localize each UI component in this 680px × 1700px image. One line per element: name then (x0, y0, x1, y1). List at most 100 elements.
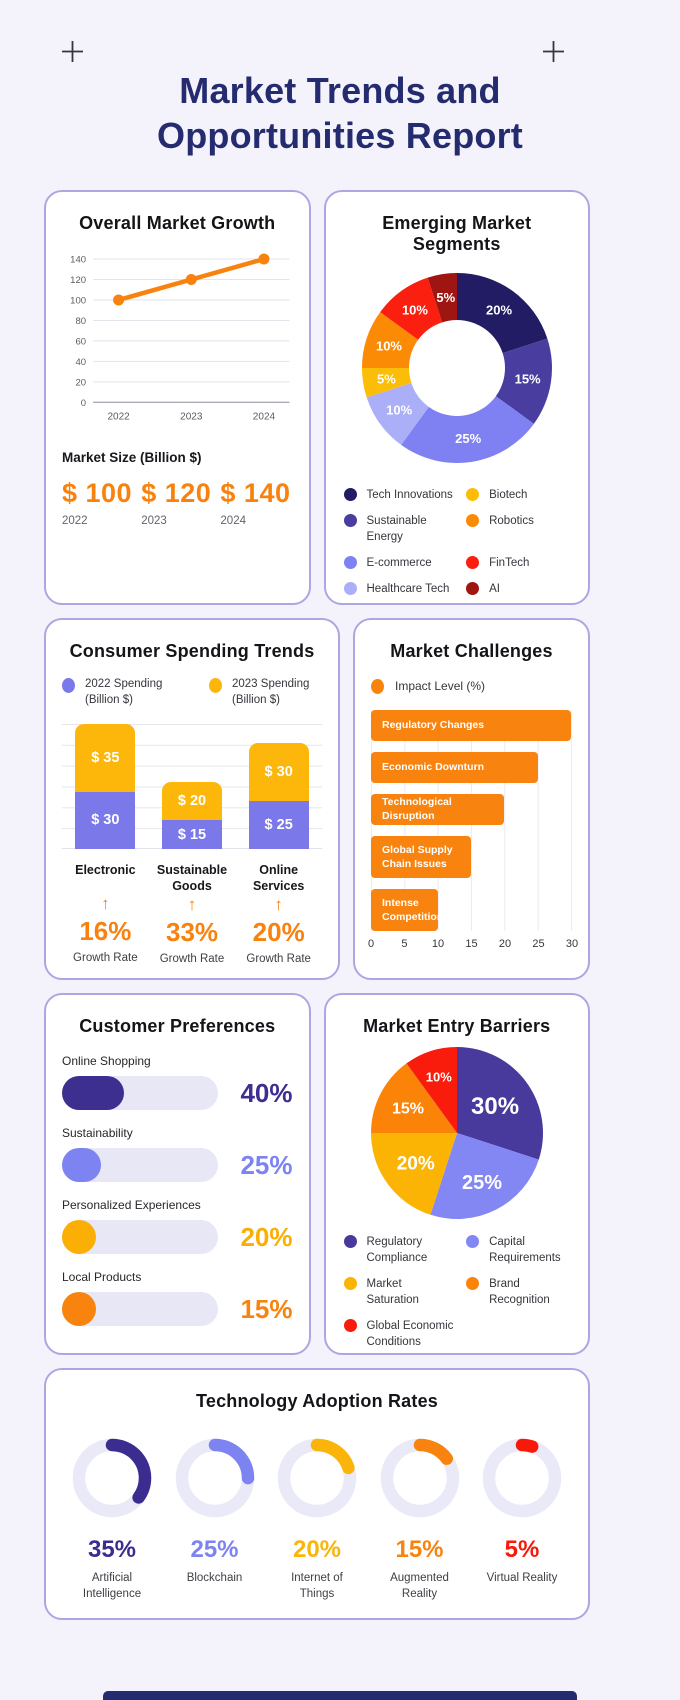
market-size-value: $ 140 (220, 478, 291, 509)
gauge-ring-chart (277, 1438, 357, 1518)
legend-dot (466, 1277, 480, 1291)
challenge-bar: Economic Downturn (371, 751, 538, 783)
segments-donut-chart: 20% 15% 25% 10% 5% 10% 10% 5% (361, 273, 552, 463)
preference-track (62, 1292, 218, 1326)
plus-decoration-left (62, 41, 83, 62)
preference-item: Local Products 15% (62, 1270, 293, 1326)
spending-category-label: Online Services (252, 863, 305, 894)
gauge-label: Internet of Things (291, 1572, 343, 1600)
spending-bar-2022: $ 15 (162, 820, 222, 850)
segments-legend: Tech Innovations Sustainable Energy E-comm… (342, 487, 573, 597)
preference-item: Sustainability 25% (62, 1126, 293, 1182)
pie-slice-0 (456, 1047, 543, 1160)
barriers-legend-item: Regulatory Compliance (343, 1234, 467, 1266)
gauge-label: Blockchain (186, 1572, 243, 1584)
adoption-gauge: 20% Internet of Things (269, 1432, 365, 1602)
preference-fill (62, 1076, 125, 1110)
challenge-bar: Global Supply Chain Issues (371, 835, 471, 878)
challenges-panel-title: Market Challenges (390, 641, 553, 661)
growth-rate-caption: Growth Rate (73, 952, 138, 965)
market-size-year: 2024 (220, 515, 246, 528)
svg-text:0: 0 (81, 398, 86, 409)
segments-legend-item: E-commerce (343, 555, 467, 571)
spending-legend-item: 2023 Spending (Billion $) (209, 676, 322, 708)
spending-bar-2023: $ 30 (248, 743, 309, 802)
preference-percent: 25% (240, 1149, 293, 1180)
svg-text:20%: 20% (486, 303, 512, 318)
donut-segment-4 (361, 368, 412, 398)
spending-legend: 2022 Spending (Billion $) 2023 Spending (… (62, 676, 322, 708)
preference-fill (62, 1292, 96, 1326)
spending-columns: $ 35 $ 30 Electronic ↑ 16% Growth Rate $ 20 $ 1… (62, 724, 322, 965)
spending-column: $ 20 $ 15 Sustainable Goods ↑ 33% Growth Rate (149, 724, 236, 965)
panel-emerging-market-segments: Emerging Market Segments 20% 15% 25% 10% 5% 1… (323, 190, 590, 605)
gauge-label: Augmented Reality (390, 1572, 449, 1600)
barriers-legend-item: Capital Requirements (466, 1234, 570, 1266)
barriers-legend-item: Global Economic Conditions (343, 1318, 467, 1350)
challenge-bar: Intense Competition (371, 888, 443, 931)
legend-label: Sustainable Energy (366, 515, 427, 544)
challenges-axis-tick: 25 (532, 937, 545, 950)
svg-text:60: 60 (75, 336, 86, 347)
preferences-list: Online Shopping 40% Sustainability 25% Perso… (62, 1054, 293, 1326)
challenge-bar-label: Regulatory Changes (382, 719, 485, 732)
svg-text:5%: 5% (377, 372, 396, 387)
market-size-item: $ 120 2023 (141, 478, 211, 527)
spending-column: $ 35 $ 30 Electronic ↑ 16% Growth Rate (62, 724, 149, 965)
svg-text:25%: 25% (455, 431, 481, 446)
spending-bar-stack: $ 20 $ 15 (162, 724, 222, 850)
page-title-line2: Opportunities Report (157, 115, 523, 157)
adoption-gauges: 35% Artificial Intelligence 25% Blockchain 2… (62, 1432, 572, 1602)
legend-dot (466, 1235, 480, 1248)
challenges-axis-tick: 0 (367, 937, 375, 950)
svg-text:2022: 2022 (107, 411, 130, 422)
preference-label: Sustainability (62, 1126, 133, 1140)
challenge-bar: Technological Disruption (371, 793, 505, 825)
svg-text:80: 80 (75, 316, 86, 327)
svg-text:15%: 15% (392, 1101, 424, 1118)
pie-slice-3 (370, 1063, 457, 1133)
challenge-bar-label: Technological Disruption (382, 796, 452, 823)
preference-percent: 40% (240, 1077, 293, 1108)
legend-label: Healthcare Tech (366, 583, 450, 596)
donut-segment-7 (427, 273, 457, 323)
legend-dot (343, 514, 357, 528)
spending-bar-2023: $ 20 (162, 781, 222, 821)
preference-bar-row: 40% (62, 1076, 293, 1110)
gauge-percent: 20% (292, 1536, 342, 1563)
donut-segment-2 (400, 396, 534, 463)
gauge-percent: 35% (87, 1536, 137, 1563)
preference-bar-row: 25% (62, 1148, 293, 1182)
legend-dot (343, 488, 357, 501)
panel-technology-adoption-rates: Technology Adoption Rates 35% Artificial … (44, 1368, 590, 1620)
preference-item: Online Shopping 40% (62, 1054, 293, 1110)
donut-segment-6 (379, 277, 442, 340)
svg-text:140: 140 (70, 255, 86, 266)
panel-customer-preferences: Customer Preferences Online Shopping 40% S… (44, 993, 311, 1355)
growth-arrow-icon: ↑ (274, 894, 283, 914)
market-size-label: Market Size (Billion $) (62, 450, 202, 466)
spending-panel-title: Consumer Spending Trends (69, 641, 315, 661)
gauge-label: Virtual Reality (486, 1572, 558, 1584)
legend-dot (343, 1235, 357, 1248)
barriers-pie-chart: 30% 25% 20% 15% 10% (370, 1047, 543, 1219)
preference-fill (62, 1148, 101, 1182)
svg-text:100: 100 (70, 295, 86, 306)
challenges-x-axis: 0 5 10 15 20 25 30 (367, 937, 578, 953)
spending-bar-2022: $ 25 (248, 801, 309, 850)
legend-dot (466, 582, 480, 596)
page-title: Market Trends and Opportunities Report (0, 68, 680, 159)
spending-bar-2023: $ 35 (75, 724, 136, 792)
segments-legend-item: AI (466, 581, 570, 597)
gauge-ring-chart (175, 1438, 254, 1518)
growth-line-chart: 140 120 100 80 60 40 20 0 2022 2023 2024 (70, 253, 290, 422)
barriers-legend: Regulatory Compliance Capital Requirement… (342, 1234, 573, 1351)
segments-legend-item: Sustainable Energy (343, 513, 467, 545)
challenges-axis-tick: 10 (431, 937, 445, 950)
challenge-bar: Regulatory Changes (371, 709, 571, 741)
segments-panel-title: Emerging Market Segments (382, 213, 532, 254)
segments-legend-item: FinTech (466, 555, 570, 571)
impact-level-legend-label: Impact Level (%) (395, 679, 486, 693)
donut-segment-3 (366, 382, 429, 445)
gauge-ring-chart (380, 1438, 459, 1518)
